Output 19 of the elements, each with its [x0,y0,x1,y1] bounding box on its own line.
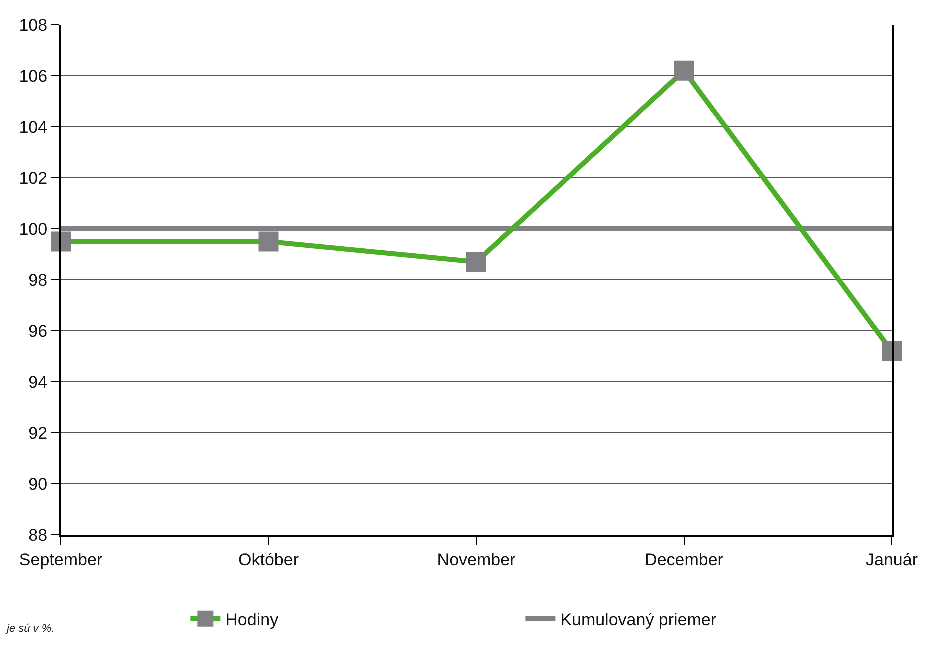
x-tick-label: September [19,550,103,570]
y-tick-label: 94 [28,372,48,392]
y-tick-label: 96 [28,322,48,341]
y-tick-label: 98 [28,270,48,290]
legend-label: Kumulovaný priemer [560,610,717,630]
y-tick-label: 100 [19,220,48,239]
text: je sú v %. [5,623,55,635]
y-tick-label: 108 [19,16,48,35]
x-tick-label: Október [238,550,300,570]
y-tick-label: 102 [19,168,48,188]
legend-label: Hodiny [226,610,280,630]
y-tick-label: 90 [28,474,48,494]
y-tick-label: 92 [28,424,48,443]
x-tick-label: Január [866,550,918,570]
y-tick-label: 88 [28,526,48,545]
x-tick-label: November [437,550,516,570]
y-tick-label: 104 [19,118,48,137]
x-tick-label: December [645,550,724,570]
y-tick-label: 106 [19,66,48,86]
